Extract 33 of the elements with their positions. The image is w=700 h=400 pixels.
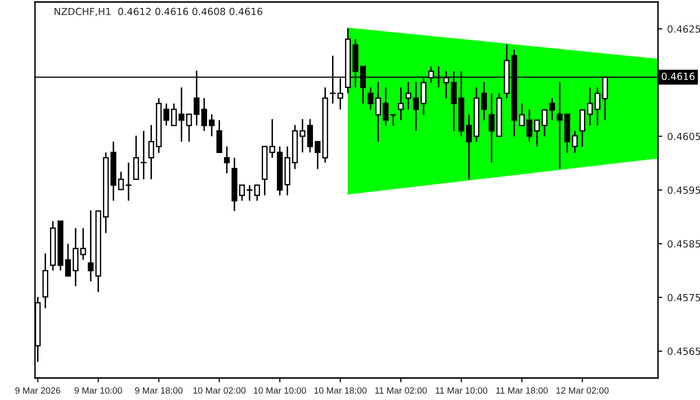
candlestick <box>390 114 396 126</box>
candlestick <box>556 81 563 170</box>
candlestick <box>382 86 389 126</box>
x-tick-label: 9 Mar 10:00 <box>74 387 122 394</box>
y-tick-label: 0.4585 <box>668 240 700 248</box>
candlestick <box>398 86 404 121</box>
candlestick <box>572 130 578 154</box>
candlestick <box>518 102 525 126</box>
x-tick-label: 12 Mar 02:00 <box>556 387 609 394</box>
text: NZDCHF,H1 0.4612 0.4616 0.4608 0.4616 <box>54 8 262 16</box>
x-tick-label: 11 Mar 02:00 <box>375 387 427 394</box>
candlestick <box>208 114 215 137</box>
x-tick-label: 10 Mar 10:00 <box>254 387 306 394</box>
candlestick <box>148 124 154 180</box>
y-tick-label: 0.4575 <box>668 294 700 302</box>
y-tick-label: 0.4605 <box>668 132 700 140</box>
candlestick <box>80 227 86 261</box>
y-tick-label: 0.4595 <box>668 186 700 194</box>
candlestick <box>488 92 494 164</box>
candlestick <box>216 119 222 154</box>
y-tick-label: 0.4625 <box>668 25 700 33</box>
y-tick-label: 0.4565 <box>668 348 700 355</box>
candlestick <box>201 97 208 132</box>
x-tick-label: 11 Mar 18:00 <box>496 387 548 394</box>
x-tick-label: 9 Mar 2026 <box>15 387 60 394</box>
x-tick-label: 11 Mar 10:00 <box>436 387 488 394</box>
x-tick-label: 10 Mar 02:00 <box>193 387 246 394</box>
candlestick <box>269 118 276 158</box>
x-tick-label: 9 Mar 18:00 <box>135 387 183 394</box>
candlestick <box>88 210 94 282</box>
ref-line-label: 0.4616 <box>662 72 695 80</box>
x-tick-label: 10 Mar 18:00 <box>314 387 367 394</box>
candlestick <box>224 146 230 174</box>
